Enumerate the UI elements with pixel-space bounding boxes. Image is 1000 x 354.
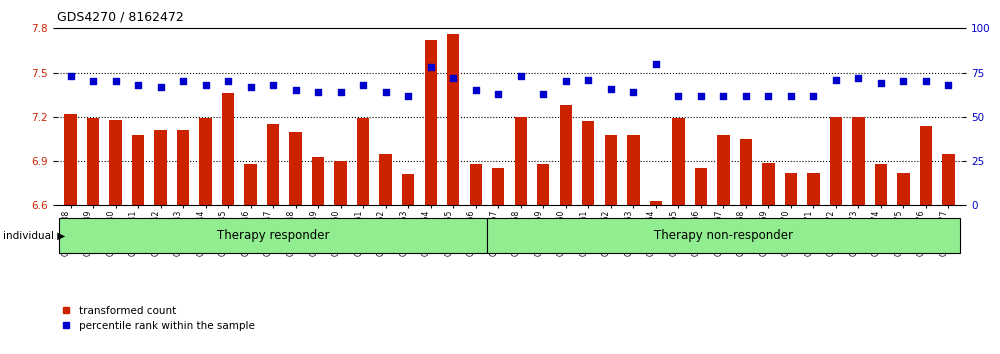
Point xyxy=(108,79,124,84)
Bar xyxy=(289,132,302,205)
Bar xyxy=(695,169,707,205)
Point xyxy=(468,87,484,93)
Bar xyxy=(109,120,122,205)
Point xyxy=(198,82,214,88)
Bar xyxy=(875,164,887,205)
Bar xyxy=(177,130,189,205)
Point xyxy=(738,93,754,98)
Bar xyxy=(487,218,960,253)
Bar xyxy=(199,118,212,205)
Point xyxy=(378,89,394,95)
Bar xyxy=(267,124,279,205)
Point xyxy=(400,93,416,98)
Point xyxy=(828,77,844,82)
Bar xyxy=(560,105,572,205)
Bar xyxy=(492,169,504,205)
Point xyxy=(670,93,686,98)
Bar xyxy=(379,154,392,205)
Point xyxy=(423,64,439,70)
Point xyxy=(153,84,169,90)
Bar xyxy=(334,161,347,205)
Point xyxy=(805,93,821,98)
Point xyxy=(220,79,236,84)
Bar xyxy=(154,130,167,205)
Bar xyxy=(717,135,730,205)
Text: Therapy responder: Therapy responder xyxy=(217,229,329,242)
Point xyxy=(85,79,101,84)
Bar xyxy=(357,118,369,205)
Bar xyxy=(672,118,685,205)
Point xyxy=(445,75,461,81)
Bar xyxy=(807,173,820,205)
Bar xyxy=(582,121,594,205)
Point xyxy=(760,93,776,98)
Bar xyxy=(425,40,437,205)
Bar xyxy=(852,117,865,205)
Point xyxy=(603,86,619,91)
Bar xyxy=(650,201,662,205)
Point xyxy=(940,82,956,88)
Point xyxy=(355,82,371,88)
Point xyxy=(895,79,911,84)
Point xyxy=(535,91,551,97)
Bar xyxy=(470,164,482,205)
Point xyxy=(310,89,326,95)
Point xyxy=(288,87,304,93)
Point xyxy=(265,82,281,88)
Point xyxy=(873,80,889,86)
Bar xyxy=(222,93,234,205)
Bar xyxy=(920,126,932,205)
Point xyxy=(625,89,641,95)
Bar xyxy=(942,154,955,205)
Point xyxy=(243,84,259,90)
Bar xyxy=(312,156,324,205)
Point xyxy=(558,79,574,84)
Bar xyxy=(515,117,527,205)
Point xyxy=(513,73,529,79)
Bar xyxy=(627,135,640,205)
Point xyxy=(918,79,934,84)
Bar xyxy=(830,117,842,205)
Text: Therapy non-responder: Therapy non-responder xyxy=(654,229,793,242)
Point xyxy=(648,61,664,67)
Bar xyxy=(762,162,775,205)
Point xyxy=(580,77,596,82)
Point xyxy=(333,89,349,95)
Point xyxy=(175,79,191,84)
Bar xyxy=(447,34,459,205)
Point xyxy=(715,93,731,98)
Bar xyxy=(87,118,99,205)
Point xyxy=(693,93,709,98)
Point xyxy=(850,75,866,81)
Bar xyxy=(785,173,797,205)
Point xyxy=(490,91,506,97)
Bar xyxy=(59,218,487,253)
Text: individual ▶: individual ▶ xyxy=(3,230,65,240)
Bar xyxy=(402,174,414,205)
Text: GDS4270 / 8162472: GDS4270 / 8162472 xyxy=(57,11,184,24)
Point xyxy=(783,93,799,98)
Bar xyxy=(605,135,617,205)
Bar xyxy=(897,173,910,205)
Point xyxy=(130,82,146,88)
Bar xyxy=(64,114,77,205)
Bar xyxy=(740,139,752,205)
Bar xyxy=(244,164,257,205)
Point xyxy=(63,73,79,79)
Bar xyxy=(537,164,549,205)
Bar xyxy=(132,135,144,205)
Legend: transformed count, percentile rank within the sample: transformed count, percentile rank withi… xyxy=(62,306,255,331)
